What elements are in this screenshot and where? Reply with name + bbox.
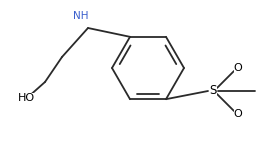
Text: O: O bbox=[234, 63, 242, 73]
Text: S: S bbox=[209, 84, 217, 98]
Text: HO: HO bbox=[18, 93, 35, 103]
Text: NH: NH bbox=[73, 11, 89, 21]
Text: O: O bbox=[234, 109, 242, 119]
